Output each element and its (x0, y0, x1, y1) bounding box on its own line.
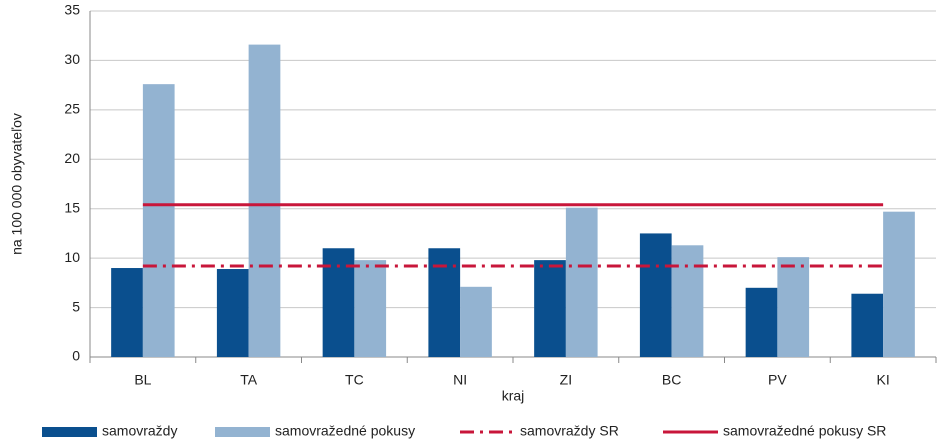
legend-label: samovražedné pokusy SR (723, 423, 886, 439)
x-tick-label: ZI (560, 372, 572, 388)
x-tick-label: PV (768, 372, 787, 388)
x-tick-label: TA (240, 372, 258, 388)
legend-label: samovražedné pokusy (275, 423, 415, 439)
legend-swatch (215, 427, 270, 437)
bar (354, 260, 387, 357)
bar (851, 293, 884, 357)
bar (216, 269, 249, 357)
bar (777, 257, 810, 357)
bar (639, 233, 672, 357)
y-tick-label: 15 (64, 199, 80, 215)
x-tick-label: BC (662, 372, 681, 388)
legend-label: samovraždy SR (520, 423, 619, 439)
bar (111, 268, 143, 357)
y-tick-label: 25 (64, 101, 80, 117)
y-tick-label: 30 (64, 51, 80, 67)
y-tick-label: 0 (72, 348, 80, 364)
bar (745, 287, 778, 357)
bar (883, 211, 915, 357)
x-tick-label: KI (877, 372, 890, 388)
y-tick-label: 20 (64, 150, 80, 166)
x-tick-label: NI (453, 372, 467, 388)
y-axis-label: na 100 000 obyvateľov (9, 113, 25, 255)
bar (565, 207, 598, 357)
legend-label: samovraždy (102, 423, 177, 439)
y-tick-label: 35 (64, 2, 80, 18)
bar (248, 44, 281, 358)
y-tick-label: 10 (64, 249, 80, 265)
bar (460, 286, 492, 357)
x-tick-label: BL (134, 372, 151, 388)
bar (534, 260, 566, 357)
bar (671, 245, 704, 357)
legend-swatch (42, 427, 97, 437)
x-tick-label: TC (345, 372, 364, 388)
y-tick-label: 5 (72, 298, 80, 314)
bar (142, 84, 175, 357)
x-axis-label: kraj (502, 388, 525, 404)
